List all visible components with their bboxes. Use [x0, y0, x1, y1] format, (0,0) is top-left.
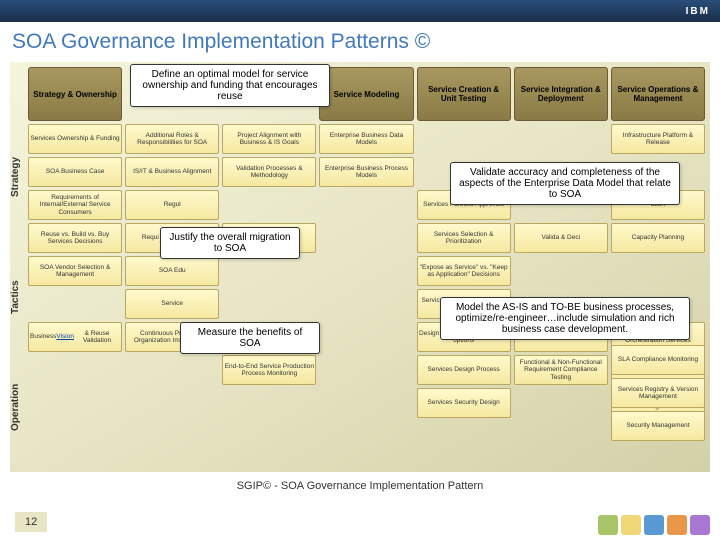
matrix-cell: Services Ownership & Funding — [28, 124, 122, 154]
main-diagram: Strategy Tactics Operation Strategy & Ow… — [10, 62, 710, 472]
footer-icons — [598, 515, 710, 535]
matrix-cell: Enterprise Business Process Models — [319, 157, 413, 187]
callout-migration: Justify the overall migration to SOA — [160, 227, 300, 259]
col-header: Service Operations & Management — [611, 67, 705, 121]
matrix-cell: End-to-End Service Production Process Mo… — [222, 355, 316, 385]
matrix-cell: Services Selection & Prioritization — [417, 223, 511, 253]
matrix-cell: Validation Processes & Methodology — [222, 157, 316, 187]
col-header: Service Creation & Unit Testing — [417, 67, 511, 121]
extra-column: SLA Compliance Monitoring Services Regis… — [611, 345, 705, 441]
matrix-cell: Business Vision & Reuse Validation — [28, 322, 122, 352]
matrix-cell: Services Security Design — [417, 388, 511, 418]
ibm-logo: IBM — [686, 6, 710, 17]
callout-processes: Model the AS-IS and TO-BE business proce… — [440, 297, 690, 340]
side-label-strategy: Strategy — [8, 142, 23, 212]
deco-icon — [621, 515, 641, 535]
matrix-cell: "Expose as Service" vs. "Keep as Applica… — [417, 256, 511, 286]
matrix-cell: Services Design Process — [417, 355, 511, 385]
deco-icon — [644, 515, 664, 535]
matrix-cell: Functional & Non-Functional Requirement … — [514, 355, 608, 385]
matrix-cell: Reuse vs. Build vs. Buy Services Decisio… — [28, 223, 122, 253]
deco-icon — [690, 515, 710, 535]
callout-benefits: Measure the benefits of SOA — [180, 322, 320, 354]
callout-datamodel: Validate accuracy and completeness of th… — [450, 162, 680, 205]
matrix-cell: SOA Business Case — [28, 157, 122, 187]
deco-icon — [667, 515, 687, 535]
side-label-operation: Operation — [8, 372, 23, 442]
matrix-cell: Services Registry & Version Management — [611, 378, 705, 408]
matrix-cell: Enterprise Business Data Models — [319, 124, 413, 154]
col-header: Service Integration & Deployment — [514, 67, 608, 121]
matrix-cell: SOA Edu — [125, 256, 219, 286]
matrix-grid: Strategy & Ownership Service Modeling Se… — [28, 67, 705, 418]
matrix-cell: SOA Vendor Selection & Management — [28, 256, 122, 286]
matrix-cell: Requirements of Internal/External Servic… — [28, 190, 122, 220]
deco-icon — [598, 515, 618, 535]
matrix-cell: Service — [125, 289, 219, 319]
matrix-cell: Project Alignment with Business & IS Goa… — [222, 124, 316, 154]
matrix-cell: Regul — [125, 190, 219, 220]
callout-funding: Define an optimal model for service owne… — [130, 64, 330, 107]
footer-text: SGIP© - SOA Governance Implementation Pa… — [0, 480, 720, 492]
matrix-cell: Capacity Planning — [611, 223, 705, 253]
col-header: Service Modeling — [319, 67, 413, 121]
col-header: Strategy & Ownership — [28, 67, 122, 121]
matrix-cell: Infrastructure Platform & Release — [611, 124, 705, 154]
matrix-cell: Valida & Deci — [514, 223, 608, 253]
matrix-cell: Security Management — [611, 411, 705, 441]
matrix-cell: SLA Compliance Monitoring — [611, 345, 705, 375]
page-title: SOA Governance Implementation Patterns © — [0, 22, 720, 62]
matrix-cell: IS/IT & Business Alignment — [125, 157, 219, 187]
side-label-tactics: Tactics — [8, 262, 23, 332]
page-number: 12 — [15, 512, 47, 532]
matrix-cell: Additional Roles & Responsibilities for … — [125, 124, 219, 154]
header-bar: IBM — [0, 0, 720, 22]
